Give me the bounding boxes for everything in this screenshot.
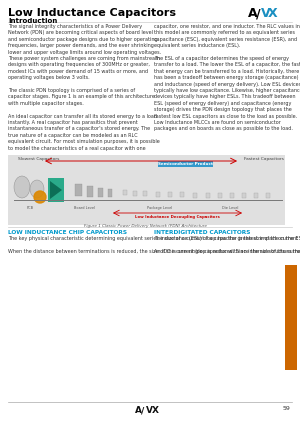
Bar <box>254 193 258 198</box>
Bar <box>98 187 103 196</box>
Text: X: X <box>268 7 278 20</box>
Text: The size of a current loop has the greatest impact on the ESL characteristics of: The size of a current loop has the great… <box>154 236 300 254</box>
Text: Package Level: Package Level <box>147 206 172 210</box>
Bar <box>218 193 222 198</box>
Bar <box>285 265 297 370</box>
Bar <box>74 184 82 196</box>
Bar <box>168 192 172 196</box>
Bar <box>158 161 212 167</box>
Text: Introduction: Introduction <box>8 18 57 24</box>
Bar <box>266 193 270 198</box>
Text: 59: 59 <box>282 406 290 411</box>
Text: Board Level: Board Level <box>74 206 95 210</box>
Bar <box>108 189 112 197</box>
Bar <box>143 190 147 196</box>
Text: $\bf{/}$: $\bf{/}$ <box>255 7 262 21</box>
Text: INTERDIGITATED CAPACITORS: INTERDIGITATED CAPACITORS <box>154 230 250 235</box>
Bar <box>193 193 197 198</box>
Text: X: X <box>152 406 159 415</box>
Text: Slowest Capacitors: Slowest Capacitors <box>18 157 59 161</box>
Text: LOW INDUCTANCE CHIP CAPACITORS: LOW INDUCTANCE CHIP CAPACITORS <box>8 230 127 235</box>
Text: Low Inductance Capacitors: Low Inductance Capacitors <box>8 8 176 18</box>
Text: A: A <box>248 7 258 20</box>
Text: Semiconductor Product: Semiconductor Product <box>158 162 212 166</box>
Circle shape <box>34 191 46 203</box>
Bar <box>242 193 246 198</box>
Text: capacitor, one resistor, and one inductor. The RLC values in
this model are comm: capacitor, one resistor, and one inducto… <box>154 24 300 131</box>
Text: Low Inductance Decoupling Capacitors: Low Inductance Decoupling Capacitors <box>135 215 219 219</box>
Text: V: V <box>261 7 271 20</box>
Text: Die Level: Die Level <box>222 206 238 210</box>
Bar <box>206 193 210 198</box>
Bar <box>8 155 285 225</box>
Ellipse shape <box>30 180 44 198</box>
Bar <box>123 190 127 195</box>
Text: Fastest Capacitors: Fastest Capacitors <box>244 157 284 161</box>
Bar <box>133 190 137 196</box>
Bar <box>180 192 184 196</box>
Text: The signal integrity characteristics of a Power Delivery
Network (PDN) are becom: The signal integrity characteristics of … <box>8 24 161 150</box>
Polygon shape <box>48 178 64 202</box>
Text: V: V <box>146 406 153 415</box>
Text: A: A <box>135 406 142 415</box>
Bar <box>230 193 234 198</box>
Text: /: / <box>141 406 144 415</box>
Bar <box>87 185 93 196</box>
Text: Figure 1 Classic Power Delivery Network (PDN) Architecture: Figure 1 Classic Power Delivery Network … <box>85 224 208 228</box>
Polygon shape <box>50 181 62 199</box>
Bar <box>156 192 160 196</box>
Text: PCB: PCB <box>26 206 34 210</box>
Text: The key physical characteristic determining equivalent series inductance (ESL) o: The key physical characteristic determin… <box>8 236 300 254</box>
Ellipse shape <box>14 176 30 198</box>
